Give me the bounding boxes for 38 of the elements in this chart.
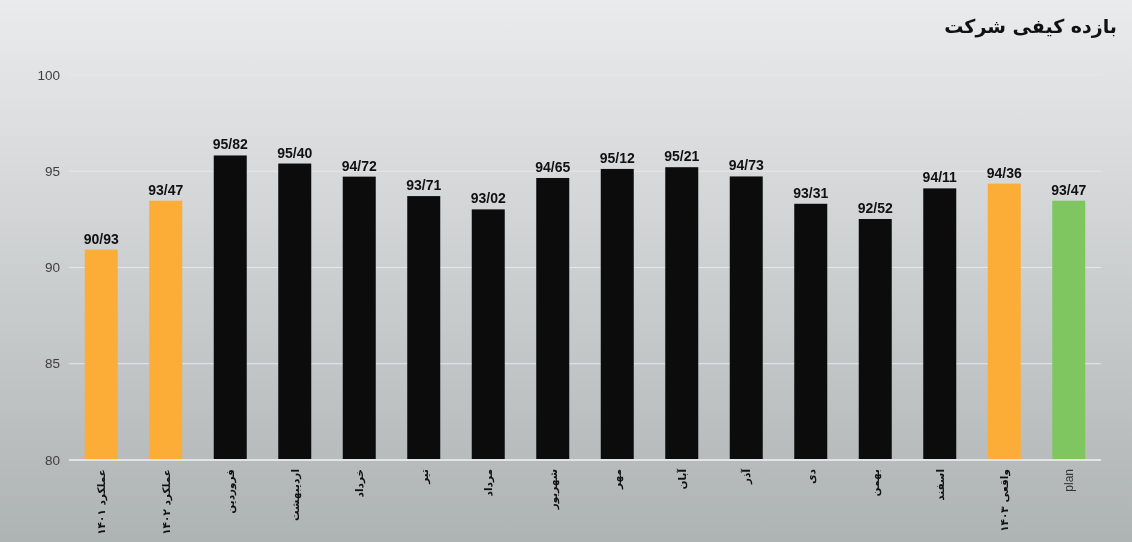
data-label: 95/82 bbox=[212, 136, 248, 153]
x-tick-label: فروردین bbox=[224, 468, 238, 514]
x-tick-label: بهمن bbox=[869, 468, 883, 497]
x-tick-label: اسفند bbox=[933, 469, 946, 501]
x-tick-label: تیر bbox=[417, 468, 431, 485]
chart-title: بازده کیفی شرکت bbox=[944, 15, 1117, 38]
data-label: 90/93 bbox=[83, 230, 119, 247]
x-tick-label: مرداد bbox=[482, 469, 496, 497]
data-label: 95/12 bbox=[599, 149, 635, 166]
data-label: 93/47 bbox=[1051, 181, 1087, 198]
y-tick-label: 80 bbox=[44, 452, 60, 468]
x-tick-label: آذر bbox=[740, 468, 754, 486]
x-tick-label: plan bbox=[1061, 469, 1076, 492]
data-label: 94/73 bbox=[728, 157, 764, 174]
data-label: 93/31 bbox=[793, 184, 829, 201]
x-tick-label: مهر bbox=[611, 469, 625, 490]
x-tick-label: شهریور bbox=[546, 469, 560, 511]
y-tick-label: 90 bbox=[44, 260, 60, 275]
data-label: 94/36 bbox=[986, 164, 1022, 181]
x-tick-label: خرداد bbox=[353, 469, 367, 498]
x-tick-label: عملکرد ۱۴۰۱ bbox=[95, 469, 109, 535]
data-label: 94/11 bbox=[922, 169, 958, 186]
x-tick-label: اردیبهشت bbox=[288, 469, 302, 521]
x-tick-label: واقعی ۱۴۰۳ bbox=[998, 469, 1012, 532]
y-tick-label: 95 bbox=[44, 163, 60, 179]
data-label: 93/02 bbox=[470, 190, 506, 207]
data-label: 94/65 bbox=[535, 158, 571, 175]
x-tick-label: عملکرد ۱۴۰۲ bbox=[159, 469, 173, 535]
y-tick-label: 85 bbox=[44, 356, 60, 372]
x-tick-label: دی bbox=[804, 468, 817, 485]
x-tick-label: آبان bbox=[675, 468, 688, 490]
data-label: 95/40 bbox=[277, 144, 313, 161]
data-label: 94/72 bbox=[341, 157, 377, 174]
data-label: 93/71 bbox=[406, 177, 442, 194]
data-label: 95/21 bbox=[664, 148, 700, 165]
data-label: 93/47 bbox=[148, 181, 184, 198]
y-tick-label: 100 bbox=[37, 67, 60, 83]
data-label: 92/52 bbox=[857, 199, 893, 216]
